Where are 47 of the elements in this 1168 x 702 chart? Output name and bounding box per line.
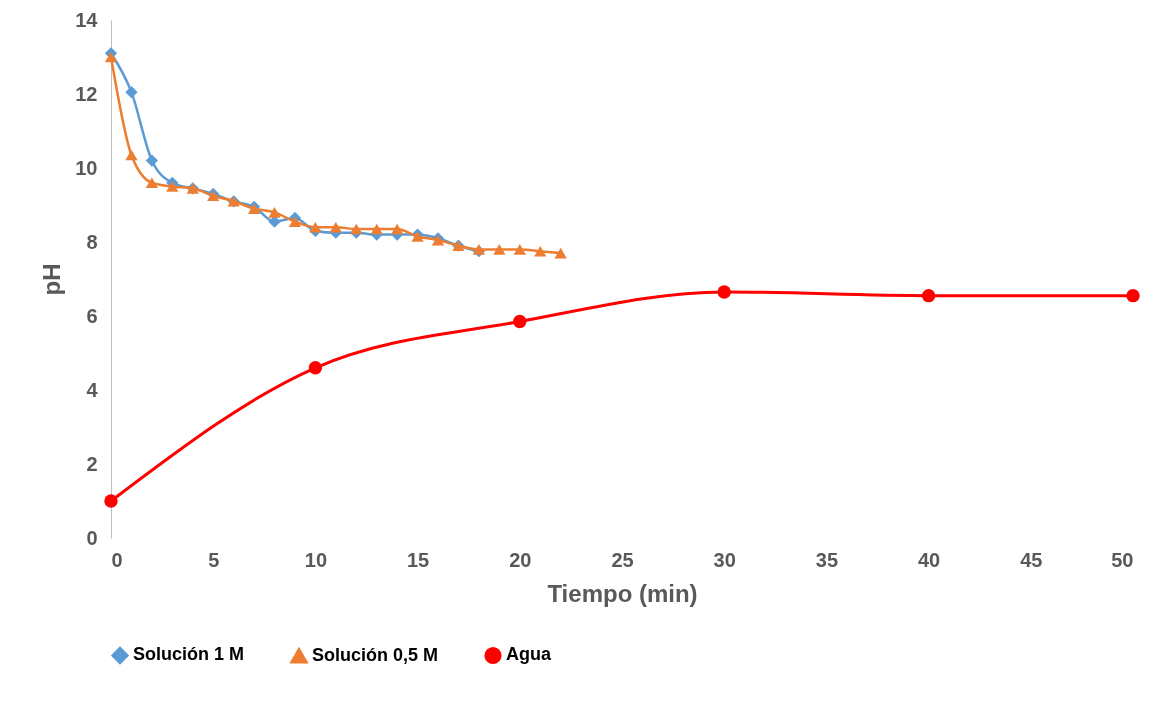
point [350,223,363,235]
point [370,223,383,235]
point [717,285,731,299]
legend-label: Solución 1 M [133,644,245,665]
y-tick-label: 8 [86,230,98,253]
y-tick-label: 0 [86,526,98,549]
point [493,244,506,255]
point [268,207,281,218]
point [309,221,322,233]
point [534,245,547,257]
x-tick-label: 10 [304,548,328,571]
point [1126,288,1140,303]
point [104,51,118,63]
point [145,154,158,167]
point [288,216,302,227]
legend-label: Solución 0,5 M [312,644,439,665]
y-tick-label: 4 [86,378,99,401]
x-tick-label: 15 [406,548,430,571]
point [513,244,526,255]
point [125,86,138,99]
y-tick-label: 12 [75,82,98,105]
x-axis-title: Tiempo (min) [547,579,698,607]
point [391,223,404,235]
y-tick-label: 14 [75,8,99,31]
x-tick-label: 35 [815,548,839,571]
x-tick-label: 5 [208,548,220,571]
x-tick-label: 30 [713,548,736,571]
x-tick-label: 45 [1020,548,1043,571]
x-tick-label: 25 [611,548,634,571]
x-tick-label: 20 [509,548,532,571]
x-tick-label: 50 [1111,548,1134,571]
point [104,494,118,508]
point [554,247,567,259]
point [125,149,138,161]
point [921,288,936,303]
point [329,221,342,233]
x-tick-label: 40 [917,548,941,571]
y-tick-label: 6 [86,304,98,327]
x-tick-label: 0 [111,548,123,571]
point [145,177,158,189]
point [513,314,527,329]
y-axis-title: pH [38,263,66,296]
point [308,361,323,375]
point [166,181,179,192]
y-tick-label: 2 [86,452,98,475]
legend-label: Agua [506,644,552,665]
y-tick-label: 10 [75,156,98,179]
